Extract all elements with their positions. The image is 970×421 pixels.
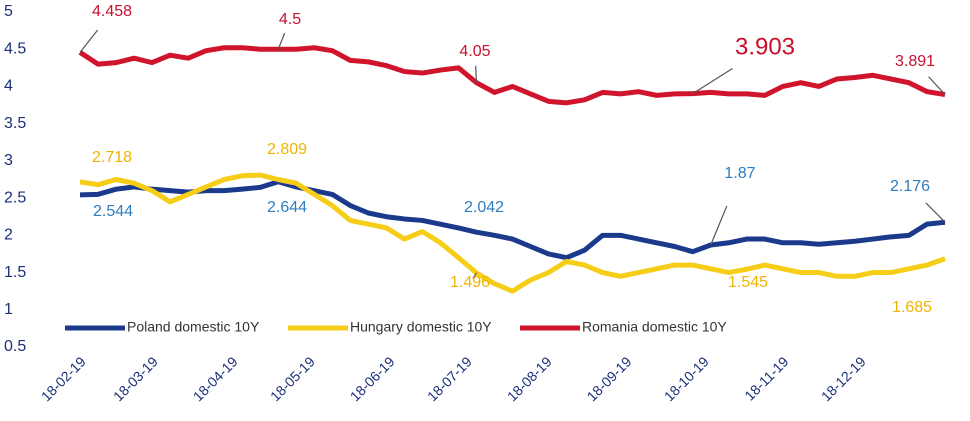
annotation-leader xyxy=(710,205,728,246)
annotation-label: 4.5 xyxy=(279,11,301,28)
y-tick-label: 5 xyxy=(4,3,13,20)
annotation-label: 3.903 xyxy=(735,33,795,60)
x-tick-label: 18-02-19 xyxy=(38,353,89,404)
annotation-leader xyxy=(277,32,286,50)
annotation-label: 2.809 xyxy=(267,141,307,158)
annotation-label: 2.176 xyxy=(890,178,930,195)
legend-label: Poland domestic 10Y xyxy=(127,319,260,335)
x-tick-label: 18-12-19 xyxy=(818,353,869,404)
annotation-label: 2.644 xyxy=(267,199,307,216)
x-tick-label: 18-06-19 xyxy=(347,353,398,404)
legend-label: Hungary domestic 10Y xyxy=(350,319,492,335)
y-tick-label: 0.5 xyxy=(4,338,26,355)
x-tick-label: 18-05-19 xyxy=(267,353,318,404)
annotation-leader xyxy=(472,272,477,279)
y-tick-label: 2 xyxy=(4,227,13,244)
annotation-label: 2.042 xyxy=(464,199,504,216)
annotation-label: 1.685 xyxy=(892,299,932,316)
annotation-leader xyxy=(79,29,99,53)
annotation-label: 1.545 xyxy=(728,274,768,291)
x-tick-label: 18-07-19 xyxy=(424,353,475,404)
annotation-label: 2.544 xyxy=(93,203,133,220)
annotation-leader xyxy=(928,76,946,95)
y-tick-label: 3.5 xyxy=(4,115,26,132)
y-tick-label: 2.5 xyxy=(4,189,26,206)
annotation-leader xyxy=(692,68,733,95)
x-tick-label: 18-03-19 xyxy=(110,353,161,404)
y-tick-label: 1.5 xyxy=(4,264,26,281)
series-line xyxy=(79,179,946,261)
annotation-label: 2.718 xyxy=(92,149,132,166)
series-line xyxy=(78,45,946,106)
annotation-leader xyxy=(925,202,946,223)
x-tick-label: 18-10-19 xyxy=(661,353,712,404)
y-tick-label: 4 xyxy=(4,78,13,95)
annotation-label: 1.496 xyxy=(450,274,490,291)
y-tick-label: 1 xyxy=(4,301,13,318)
x-tick-label: 18-11-19 xyxy=(741,353,791,403)
annotation-label: 4.458 xyxy=(92,3,132,20)
legend-label: Romania domestic 10Y xyxy=(582,319,727,335)
annotation-label: 3.891 xyxy=(895,53,935,70)
y-tick-label: 3 xyxy=(4,152,13,169)
x-tick-label: 18-09-19 xyxy=(584,353,635,404)
annotation-leader xyxy=(475,65,478,83)
annotation-label: 4.05 xyxy=(459,43,490,60)
x-tick-label: 18-04-19 xyxy=(190,353,241,404)
series-line xyxy=(79,172,946,294)
x-tick-label: 18-08-19 xyxy=(504,353,555,404)
y-tick-label: 4.5 xyxy=(4,40,26,57)
annotation-label: 1.87 xyxy=(724,165,755,182)
